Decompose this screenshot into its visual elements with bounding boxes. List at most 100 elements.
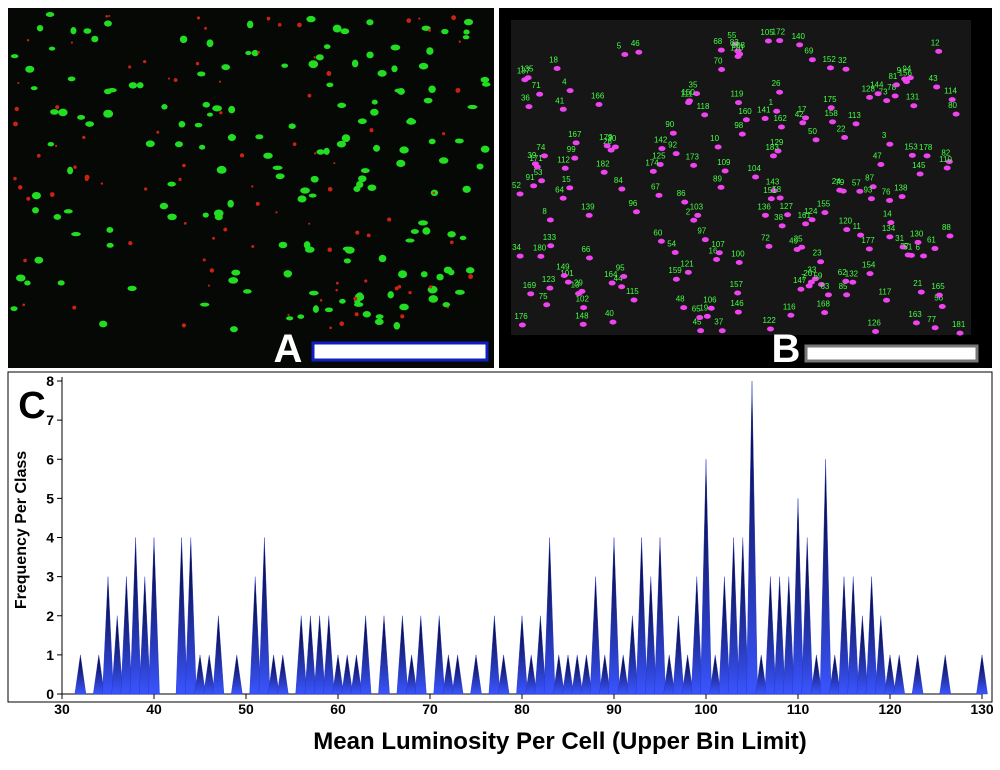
panel-label: A [274, 327, 303, 371]
cell [802, 221, 810, 227]
cell [83, 28, 92, 34]
cell [85, 121, 95, 127]
cell [406, 18, 412, 23]
cell [364, 279, 368, 283]
spike [856, 615, 869, 695]
cell-label: 50 [808, 127, 817, 136]
cell [183, 222, 187, 225]
cell [358, 175, 367, 183]
cell [251, 49, 259, 57]
cell [286, 316, 294, 321]
cell [84, 177, 89, 181]
cell [159, 202, 169, 210]
cell-label: 17 [798, 105, 807, 114]
cell [297, 195, 307, 203]
cell [14, 106, 19, 112]
cell [774, 148, 782, 154]
cell [423, 97, 433, 104]
cell-label: 30 [607, 134, 616, 143]
cell-label: 42 [795, 110, 804, 119]
cell-label: 15 [562, 175, 571, 184]
spike [433, 615, 445, 695]
cell [230, 326, 238, 333]
cell [734, 54, 742, 60]
cell [764, 38, 772, 44]
cell [353, 185, 361, 193]
cell [57, 280, 65, 286]
cell [308, 60, 319, 69]
cell [278, 241, 288, 249]
spike [764, 576, 777, 695]
cell [826, 65, 834, 71]
cell-label: 182 [596, 159, 610, 168]
cell [805, 283, 813, 289]
cell-label: 81 [888, 72, 897, 81]
spike [516, 615, 528, 695]
spike [332, 654, 344, 695]
cell [336, 140, 346, 148]
cell [777, 124, 785, 130]
cell [608, 280, 616, 286]
cell [202, 258, 206, 262]
spike [838, 576, 850, 695]
cell [287, 313, 290, 316]
cell-label: 94 [902, 65, 911, 74]
cell [82, 135, 86, 140]
cell [898, 194, 906, 200]
cell [391, 65, 398, 73]
spike [553, 654, 565, 695]
cell [811, 276, 819, 282]
cell [869, 184, 877, 190]
cell [209, 268, 215, 273]
cell-label: 36 [521, 94, 530, 103]
cell [355, 230, 360, 235]
cell-label: 2 [686, 207, 691, 216]
cell-label: 113 [848, 111, 861, 120]
spike [893, 654, 905, 695]
cell [161, 104, 168, 110]
cell [63, 209, 73, 214]
spike [819, 459, 832, 695]
spike [718, 576, 731, 695]
cell [618, 186, 626, 192]
panel-label: B [772, 327, 801, 371]
cell [778, 223, 786, 229]
cell [266, 16, 271, 21]
image-b-cells: 1234567891011121314151617181920212223242… [512, 28, 966, 336]
cell-label: 51 [903, 242, 912, 251]
cell [923, 153, 931, 159]
cell [370, 108, 379, 116]
cell-label: 132 [845, 269, 859, 278]
cell-label: 100 [731, 249, 745, 258]
spike [194, 654, 206, 695]
cell [920, 253, 928, 259]
cell [787, 312, 795, 318]
cell [827, 105, 835, 111]
cell-label: 133 [543, 233, 557, 242]
cell [742, 117, 750, 123]
cell [824, 292, 832, 298]
cell [55, 105, 60, 110]
cell-label: 78 [887, 83, 896, 92]
y-tick-label: 2 [46, 608, 54, 624]
cell [580, 305, 588, 311]
cell [907, 252, 915, 258]
spike [911, 654, 924, 695]
cell [611, 144, 619, 150]
cell-label: 122 [762, 316, 776, 325]
cell-label: 85 [839, 282, 848, 291]
cell-label: 70 [714, 57, 723, 66]
cell [128, 240, 133, 246]
cell-label: 112 [557, 155, 570, 164]
cell-label: 154 [862, 261, 876, 270]
cell [275, 173, 285, 179]
cell [796, 42, 804, 48]
cell [516, 253, 524, 259]
cell [228, 105, 236, 114]
cell-label: 145 [912, 161, 926, 170]
cell [713, 257, 721, 263]
cell [906, 75, 914, 81]
cell-label: 148 [575, 311, 589, 320]
cell-label: 172 [772, 28, 786, 37]
spike [691, 576, 703, 695]
